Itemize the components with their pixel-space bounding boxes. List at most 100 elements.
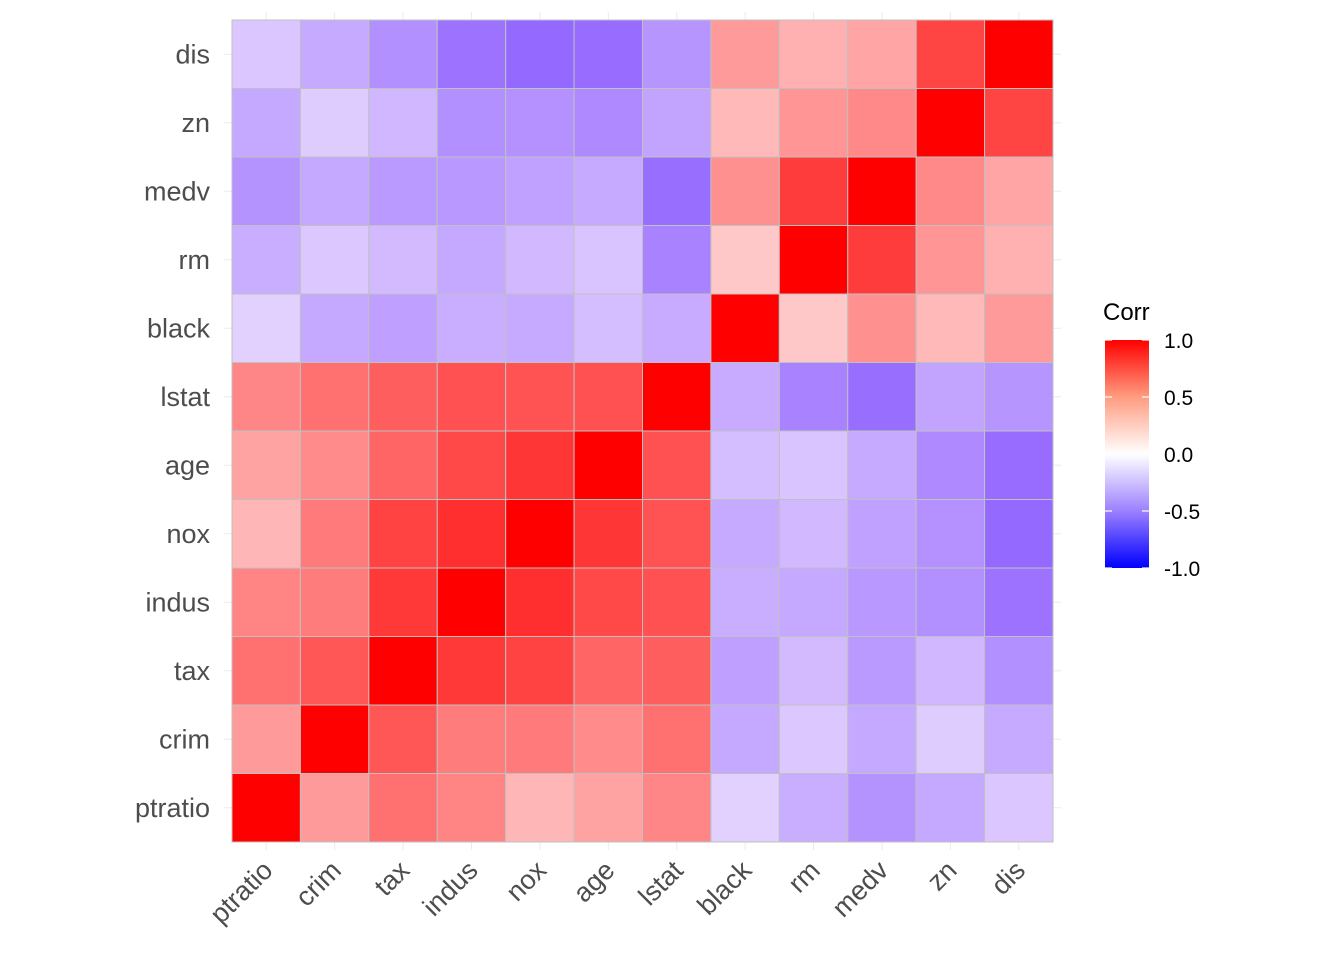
y-tick-label: black [147,313,211,343]
heatmap-cell-age-age [573,430,643,500]
heatmap-cell-lstat-rm [778,362,849,432]
legend-tick-label: 1.0 [1164,330,1193,353]
heatmap-cell-nox-nox [505,499,575,569]
heatmap-cell-dis-rm [778,19,849,89]
heatmap-cell-tax-tax [368,636,438,706]
y-tick-label: rm [179,245,210,275]
heatmap-cell-nox-age [573,499,643,569]
heatmap-cell-crim-black [710,704,780,774]
heatmap-cell-lstat-black [710,362,780,432]
heatmap-cell-ptratio-medv [847,773,917,843]
heatmap-cell-tax-dis [984,636,1054,706]
heatmap-cell-tax-medv [847,636,917,706]
heatmap-cell-black-medv [847,293,917,363]
heatmap-cell-rm-age [573,225,643,295]
heatmap-cell-ptratio-black [710,773,780,843]
heatmap-cell-zn-dis [984,88,1054,158]
heatmap-cell-medv-tax [368,156,438,226]
heatmap-cell-indus-age [573,567,643,637]
heatmap-cell-dis-crim [299,19,370,89]
heatmap-cell-medv-nox [505,156,575,226]
heatmap-cell-medv-lstat [642,156,712,226]
y-tick-label: medv [144,176,211,206]
heatmap-cell-tax-black [710,636,780,706]
y-tick-label: indus [145,587,210,617]
heatmap-cell-black-nox [505,293,575,363]
heatmap-cell-zn-nox [505,88,575,158]
heatmap-cell-medv-dis [984,156,1054,226]
heatmap-cell-rm-dis [984,225,1054,295]
heatmap-cell-age-dis [984,430,1054,500]
heatmap-cell-lstat-crim [299,362,370,432]
heatmap-cell-crim-tax [368,704,438,774]
heatmap-cell-rm-lstat [642,225,712,295]
heatmap-cell-nox-rm [778,499,849,569]
legend: Corr 1.0 0.5 0.0 -0.5 -1.0 [1103,299,1200,581]
heatmap-cell-lstat-lstat [642,362,712,432]
heatmap-cell-zn-crim [299,88,370,158]
heatmap-cell-dis-medv [847,19,917,89]
heatmap-cell-medv-crim [299,156,370,226]
heatmap-cell-indus-indus [436,567,507,637]
heatmap-cell-indus-medv [847,567,917,637]
heatmap-cell-ptratio-zn [915,773,986,843]
x-tick-label: rm [782,855,825,898]
heatmap-cell-dis-dis [984,19,1054,89]
x-tick-label: black [692,855,758,921]
heatmap-cell-ptratio-indus [436,773,507,843]
heatmap-cell-black-black [710,293,780,363]
heatmap-cell-age-tax [368,430,438,500]
heatmap-cell-lstat-indus [436,362,507,432]
x-tick-label: lstat [633,855,690,912]
heatmap-cell-crim-dis [984,704,1054,774]
heatmap-cell-lstat-ptratio [231,362,301,432]
heatmap-cell-dis-lstat [642,19,712,89]
heatmap-cell-zn-zn [915,88,986,158]
heatmap-cell-lstat-dis [984,362,1054,432]
heatmap-cell-dis-nox [505,19,575,89]
heatmap-cell-medv-ptratio [231,156,301,226]
heatmap-cell-medv-rm [778,156,849,226]
heatmap-cell-black-indus [436,293,507,363]
heatmap-cell-age-lstat [642,430,712,500]
y-axis: ptratio crim tax indus nox age lstat black rm med… [135,39,211,823]
heatmap-cell-dis-tax [368,19,438,89]
heatmap-cell-crim-nox [505,704,575,774]
heatmap-cell-crim-crim [299,704,370,774]
heatmap-cell-indus-nox [505,567,575,637]
heatmap-cell-lstat-tax [368,362,438,432]
y-tick-label: tax [174,656,211,686]
legend-tick-label: -1.0 [1164,558,1200,581]
heatmap-cell-ptratio-tax [368,773,438,843]
heatmap-cell-indus-black [710,567,780,637]
x-tick-label: indus [417,855,484,922]
heatmap-cell-age-ptratio [231,430,301,500]
heatmap-cell-crim-age [573,704,643,774]
heatmap-cell-medv-zn [915,156,986,226]
heatmap-cell-zn-tax [368,88,438,158]
heatmap-cell-indus-ptratio [231,567,301,637]
legend-colorbar [1105,340,1149,568]
x-tick-label: tax [369,855,416,902]
heatmap-cell-black-age [573,293,643,363]
heatmap-cell-tax-lstat [642,636,712,706]
x-tick-label: ptratio [204,855,278,929]
heatmap-cells [231,19,1054,843]
heatmap-cell-nox-dis [984,499,1054,569]
heatmap-cell-age-indus [436,430,507,500]
heatmap-cell-medv-black [710,156,780,226]
heatmap-cell-black-crim [299,293,370,363]
x-tick-label: medv [826,855,894,923]
heatmap-cell-tax-zn [915,636,986,706]
heatmap-cell-nox-lstat [642,499,712,569]
y-tick-label: crim [159,724,210,754]
heatmap-cell-crim-medv [847,704,917,774]
heatmap-cell-rm-ptratio [231,225,301,295]
heatmap-cell-crim-zn [915,704,986,774]
heatmap-cell-rm-indus [436,225,507,295]
heatmap-cell-zn-indus [436,88,507,158]
y-tick-label: age [165,450,210,480]
heatmap-cell-black-zn [915,293,986,363]
heatmap-cell-crim-lstat [642,704,712,774]
heatmap-cell-rm-zn [915,225,986,295]
